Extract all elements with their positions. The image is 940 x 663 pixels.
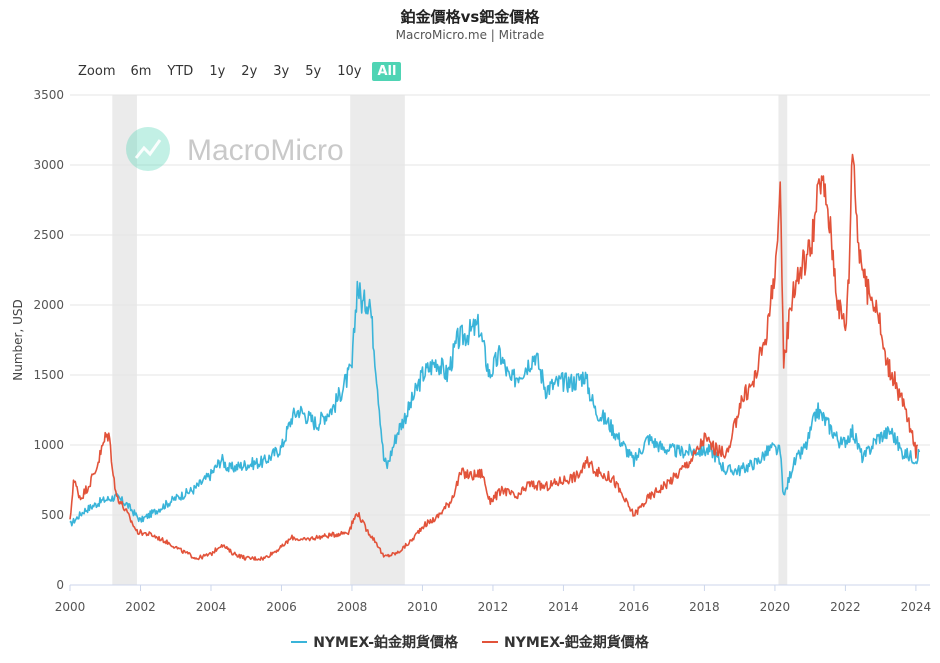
legend: NYMEX-鉑金期貨價格 NYMEX-鈀金期貨價格	[0, 632, 940, 652]
recession-bands	[112, 95, 788, 585]
y-tick-label: 0	[56, 578, 64, 592]
legend-item-platinum[interactable]: NYMEX-鉑金期貨價格	[291, 632, 458, 652]
x-tick-label: 2022	[830, 600, 861, 614]
legend-palladium-label: NYMEX-鈀金期貨價格	[504, 635, 649, 651]
x-tick-label: 2024	[901, 600, 932, 614]
axes: 0 500 1000 1500 2000 2500 3000 3500 2000 2002 2004…	[33, 88, 931, 614]
watermark: MacroMicro	[126, 127, 344, 171]
zoom-2y-button[interactable]: 2y	[241, 63, 258, 79]
zoom-6m-button[interactable]: 6m	[130, 63, 152, 79]
zoom-label: Zoom	[78, 63, 116, 79]
platinum-series-line[interactable]	[69, 280, 921, 527]
palladium-series-line[interactable]	[69, 153, 919, 561]
y-tick-label: 1500	[33, 368, 64, 382]
x-tick-label: 2016	[619, 600, 650, 614]
zoom-5y-button[interactable]: 5y	[305, 63, 322, 79]
x-tick-label: 2008	[337, 600, 368, 614]
x-tick-label: 2020	[760, 600, 791, 614]
chart-subtitle: MacroMicro.me | Mitrade	[395, 28, 545, 42]
watermark-text: MacroMicro	[187, 134, 344, 167]
legend-item-palladium[interactable]: NYMEX-鈀金期貨價格	[482, 632, 649, 652]
y-tick-label: 3500	[33, 88, 64, 102]
recession-band	[350, 95, 405, 585]
y-tick-label: 1000	[33, 438, 64, 452]
y-tick-label: 500	[41, 508, 64, 522]
series-lines	[69, 153, 921, 561]
y-tick-label: 3000	[33, 158, 64, 172]
x-tick-label: 2000	[55, 600, 86, 614]
watermark-logo-icon	[126, 127, 170, 171]
x-tick-label: 2018	[689, 600, 720, 614]
zoom-10y-button[interactable]: 10y	[337, 63, 362, 79]
x-tick-label: 2004	[196, 600, 227, 614]
zoom-ytd-button[interactable]: YTD	[167, 63, 194, 79]
zoom-1y-button[interactable]: 1y	[209, 63, 226, 79]
legend-platinum-swatch	[291, 641, 308, 643]
x-tick-label: 2002	[125, 600, 156, 614]
zoom-all-button[interactable]: All	[372, 61, 402, 81]
x-tick-label: 2010	[407, 600, 438, 614]
y-tick-label: 2500	[33, 228, 64, 242]
x-tick-label: 2012	[478, 600, 509, 614]
recession-band	[112, 95, 137, 585]
zoom-3y-button[interactable]: 3y	[273, 63, 290, 79]
y-axis-label: Number, USD	[11, 299, 25, 380]
watermark-logo-stroke	[134, 139, 162, 159]
y-tick-label: 2000	[33, 298, 64, 312]
legend-palladium-swatch	[482, 641, 498, 643]
grid-lines	[70, 94, 930, 586]
chart-title: 鉑金價格vs鈀金價格	[400, 8, 540, 26]
x-tick-label: 2006	[266, 600, 297, 614]
legend-platinum-label: NYMEX-鉑金期貨價格	[313, 635, 458, 651]
zoom-bar: Zoom 6m YTD 1y 2y 3y 5y 10y All	[78, 60, 407, 82]
x-tick-label: 2014	[548, 600, 579, 614]
